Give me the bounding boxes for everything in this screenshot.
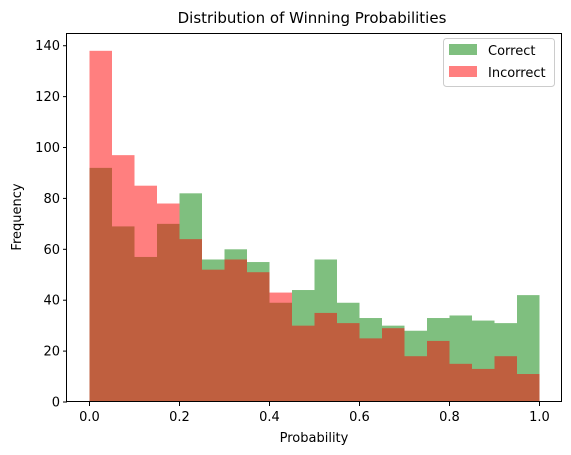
- x-axis-label: Probability: [280, 431, 349, 446]
- y-axis: 0 20 40 60 80 100 120 140: [35, 39, 67, 411]
- x-tick-label: 0.0: [79, 410, 100, 425]
- x-tick-label: 1.0: [529, 410, 550, 425]
- x-tick-label: 0.4: [259, 410, 280, 425]
- bar-incorrect-4: [179, 239, 202, 402]
- legend-swatch-incorrect: [449, 66, 477, 77]
- y-tick-label: 0: [52, 396, 60, 411]
- bar-incorrect-5: [202, 269, 225, 402]
- bar-incorrect-15: [427, 340, 450, 402]
- chart-title: Distribution of Winning Probabilities: [178, 9, 447, 27]
- bar-incorrect-19: [517, 374, 540, 402]
- y-tick-label: 60: [43, 243, 60, 258]
- bar-incorrect-11: [337, 323, 360, 402]
- bar-incorrect-10: [314, 312, 337, 402]
- y-tick-label: 140: [35, 39, 60, 54]
- bar-incorrect-7: [247, 272, 270, 402]
- legend-label-incorrect: Incorrect: [488, 66, 546, 81]
- x-tick-label: 0.6: [349, 410, 370, 425]
- bar-incorrect-2: [134, 185, 157, 402]
- y-tick-label: 80: [43, 192, 60, 207]
- plot-frame: [66, 33, 562, 402]
- bar-incorrect-18: [494, 356, 517, 402]
- x-tick-label: 0.8: [439, 410, 460, 425]
- bar-incorrect-13: [382, 328, 405, 402]
- bar-incorrect-1: [112, 155, 135, 402]
- y-tick-label: 100: [35, 141, 60, 156]
- legend-label-correct: Correct: [488, 44, 535, 59]
- x-axis: 0.0 0.2 0.4 0.6 0.8 1.0: [79, 402, 550, 425]
- bar-incorrect-14: [404, 356, 427, 402]
- histogram-bars: [89, 50, 540, 403]
- y-tick-label: 20: [43, 345, 60, 360]
- bar-incorrect-6: [224, 259, 247, 402]
- bar-incorrect-12: [359, 338, 382, 402]
- x-tick-label: 0.2: [169, 410, 190, 425]
- y-axis-label: Frequency: [10, 183, 25, 250]
- bar-incorrect-3: [157, 203, 180, 402]
- bar-incorrect-8: [269, 292, 292, 402]
- bar-incorrect-17: [472, 368, 495, 402]
- y-tick-label: 40: [43, 294, 60, 309]
- legend: Correct Incorrect: [443, 38, 555, 87]
- y-tick-label: 120: [35, 90, 60, 105]
- bar-incorrect-0: [89, 50, 112, 403]
- bar-incorrect-16: [449, 363, 472, 402]
- bar-incorrect-9: [292, 325, 315, 402]
- legend-swatch-correct: [449, 44, 477, 55]
